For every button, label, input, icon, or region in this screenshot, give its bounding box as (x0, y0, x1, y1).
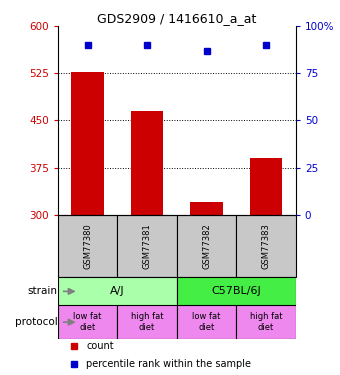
Bar (131, 111, 164, 214)
Bar (58, 278, 177, 305)
Bar (58, 214, 117, 278)
Bar (190, 202, 223, 214)
Text: C57BL/6J: C57BL/6J (211, 286, 261, 296)
Text: percentile rank within the sample: percentile rank within the sample (86, 359, 251, 369)
Bar (236, 214, 296, 278)
Text: low fat
diet: low fat diet (192, 312, 221, 332)
Bar (117, 305, 177, 339)
Bar (177, 305, 236, 339)
Bar (71, 72, 104, 214)
Bar (236, 305, 296, 339)
Text: GSM77381: GSM77381 (142, 223, 152, 269)
Bar (177, 278, 296, 305)
Text: GSM77383: GSM77383 (261, 223, 271, 269)
Text: GSM77382: GSM77382 (202, 223, 211, 269)
Text: high fat
diet: high fat diet (131, 312, 163, 332)
Text: strain: strain (28, 286, 58, 296)
Bar (58, 305, 117, 339)
Text: GSM77380: GSM77380 (83, 223, 92, 269)
Text: protocol: protocol (15, 317, 58, 327)
Title: GDS2909 / 1416610_a_at: GDS2909 / 1416610_a_at (97, 12, 256, 25)
Text: low fat
diet: low fat diet (73, 312, 102, 332)
Text: A/J: A/J (110, 286, 125, 296)
Bar (177, 214, 236, 278)
Bar (117, 214, 177, 278)
Text: high fat
diet: high fat diet (250, 312, 282, 332)
Text: count: count (86, 341, 114, 351)
Bar (250, 158, 283, 214)
